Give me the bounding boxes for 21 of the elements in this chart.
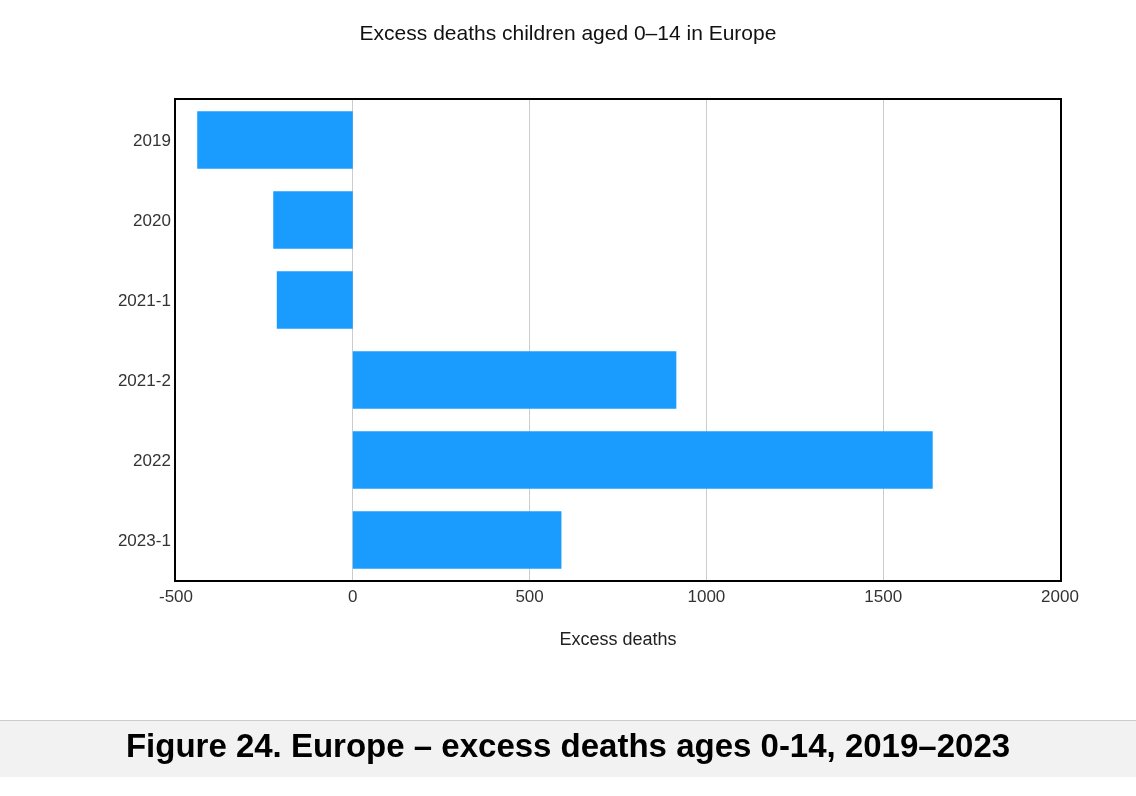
chart-title: Excess deaths children aged 0–14 in Europe [359,20,777,44]
x-tick-label: 1500 [864,587,903,607]
y-tick-label: 2021-2 [117,370,171,390]
bar [352,431,933,489]
bar [273,191,353,249]
bar [276,271,353,329]
bar [352,351,677,409]
bar [197,111,353,169]
x-axis-title: Excess deaths [559,628,677,649]
y-tick-label: 2021-1 [117,290,171,310]
x-tick-label: 2000 [1041,587,1079,607]
y-tick-label: 2019 [133,130,171,150]
x-tick-label: 0 [348,587,358,607]
bar [352,511,562,569]
x-tick-label: -500 [158,587,194,607]
x-tick-label: 1000 [687,587,726,607]
caption: Figure 24. Europe – excess deaths ages 0-14, 2019–2023 [0,720,1136,777]
y-tick-label: 2023-1 [117,530,171,550]
x-tick-label: 500 [515,587,544,607]
y-tick-label: 2022 [133,450,171,470]
y-tick-label: 2020 [133,210,171,230]
